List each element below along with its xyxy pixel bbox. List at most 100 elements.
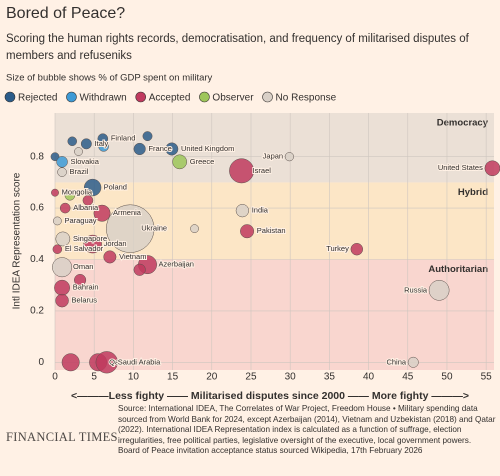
point-label: Albania — [73, 203, 99, 212]
bubble — [106, 204, 155, 253]
y-tick-label: 0.8 — [30, 151, 44, 162]
x-tick-label: 35 — [324, 372, 336, 383]
x-tick-label: 40 — [363, 372, 375, 383]
x-tick-label: 5 — [91, 372, 97, 383]
x-axis-title: <———Less fighty —— Militarised disputes … — [71, 390, 469, 402]
x-tick-label: 10 — [128, 372, 140, 383]
bubble — [52, 257, 73, 278]
subtitle: Scoring the human rights records, democr… — [6, 33, 469, 62]
legend-swatch — [4, 91, 16, 103]
point-label: Turkey — [326, 244, 349, 253]
point-label: Saudi Arabia — [118, 357, 161, 366]
bubble — [103, 250, 117, 264]
point-label: Finland — [111, 134, 136, 143]
bubble — [165, 142, 179, 156]
bubble — [67, 136, 77, 147]
point-label: Belarus — [72, 296, 98, 305]
point-label: China — [386, 357, 406, 366]
size-note: Size of bubble shows % of GDP spent on m… — [6, 73, 213, 84]
legend-swatch — [262, 91, 273, 103]
bubble — [51, 188, 59, 197]
point-label: Italy — [95, 139, 109, 148]
legend-label: Withdrawn — [79, 93, 126, 104]
band — [55, 259, 494, 370]
brand: FINANCIAL TIMES — [6, 430, 118, 444]
point-label: Armenia — [113, 208, 142, 217]
bubble — [133, 263, 146, 276]
bubble — [61, 353, 80, 372]
source-note: Board of Peace invitation acceptance sta… — [118, 446, 423, 456]
point-label: United States — [438, 163, 483, 172]
bubble — [133, 142, 146, 156]
bubble — [74, 147, 83, 156]
x-tick-label: 55 — [481, 372, 493, 383]
point-label: India — [252, 206, 269, 215]
point-label: Greece — [190, 157, 215, 166]
y-axis-title: Intl IDEA Representation score — [12, 172, 23, 309]
point-label: Singapore — [73, 234, 107, 243]
x-tick-label: 0 — [52, 372, 58, 383]
x-tick-label: 30 — [285, 372, 297, 383]
source-text: Source: International IDEA, The Correlat… — [118, 404, 496, 445]
bubble — [53, 216, 62, 226]
bubble — [235, 204, 249, 218]
point-label: Slovakia — [71, 157, 100, 166]
bubble — [59, 202, 71, 214]
bubble — [83, 234, 102, 254]
point-label: France — [148, 144, 171, 153]
x-tick-label: 15 — [167, 372, 179, 383]
bubble — [82, 195, 94, 206]
legend-label: No Response — [276, 93, 337, 104]
point-label: El Salvador — [65, 244, 104, 253]
bubble — [56, 156, 68, 168]
bubble — [142, 131, 153, 142]
legend-swatch — [199, 91, 210, 103]
point-label: Pakistan — [257, 226, 286, 235]
bubble — [284, 152, 294, 162]
legend-swatch — [135, 91, 147, 103]
bubble — [64, 189, 76, 201]
source: Source: International IDEA, The Correlat… — [118, 404, 496, 457]
bubble — [172, 154, 187, 170]
y-tick-label: 0.4 — [30, 254, 44, 265]
bubble — [98, 141, 109, 152]
bubble — [50, 152, 60, 162]
bubble — [350, 243, 364, 256]
legend-label: Observer — [212, 93, 254, 104]
point-label: Bahrain — [73, 283, 99, 292]
bubble — [55, 231, 71, 247]
band-label: Hybrid — [458, 187, 488, 198]
bubble — [80, 138, 92, 150]
point-label: Jordan — [104, 239, 127, 248]
point-label: Paraguay — [64, 216, 96, 225]
bubble — [229, 158, 254, 184]
point-label: Qatar — [109, 357, 128, 366]
bubble — [190, 224, 199, 233]
x-tick-label: 20 — [206, 372, 218, 383]
bubble — [55, 293, 69, 308]
y-tick-label: 0.2 — [30, 306, 44, 317]
band-label: Democracy — [437, 118, 489, 129]
point-label: Vietnam — [119, 252, 146, 261]
band — [55, 113, 494, 183]
bubble — [407, 356, 419, 368]
bubble — [83, 178, 102, 197]
bubble — [74, 274, 87, 287]
bubble — [240, 224, 255, 239]
point-label: Mongolia — [62, 188, 93, 197]
y-tick-label: 0.6 — [30, 203, 44, 214]
point-label: Israel — [253, 166, 272, 175]
point-label: Brazil — [70, 167, 89, 176]
x-tick-label: 45 — [402, 372, 414, 383]
x-tick-label: 50 — [441, 372, 453, 383]
bubble — [93, 204, 111, 222]
legend-label: Rejected — [18, 93, 57, 104]
point-label: Ukraine — [141, 224, 167, 233]
bubble — [52, 244, 63, 254]
point-label: United Kingdom — [181, 144, 234, 153]
y-tick-label: 0 — [38, 357, 44, 368]
point-label: Poland — [104, 183, 127, 192]
point-label: Japan — [263, 152, 283, 161]
